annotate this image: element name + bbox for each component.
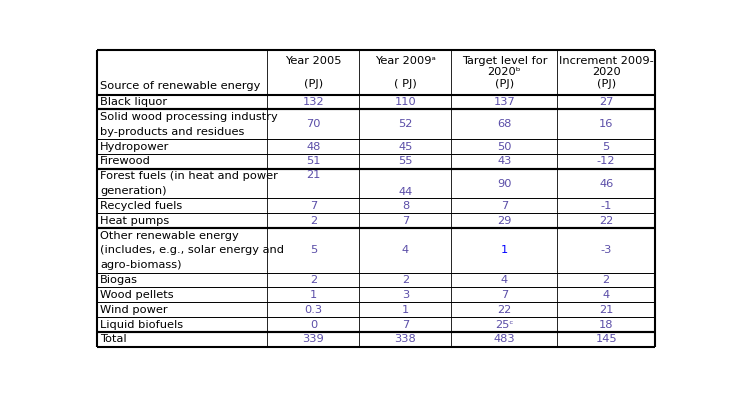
Text: 339: 339	[302, 334, 324, 344]
Text: 7: 7	[501, 290, 508, 300]
Text: agro-biomass): agro-biomass)	[101, 260, 182, 270]
Text: 18: 18	[599, 320, 614, 329]
Text: 27: 27	[599, 97, 614, 107]
Text: Hydropower: Hydropower	[101, 141, 170, 152]
Text: 8: 8	[401, 201, 409, 211]
Text: 0.3: 0.3	[305, 305, 322, 315]
Text: (PJ): (PJ)	[597, 79, 616, 89]
Text: 25ᶜ: 25ᶜ	[495, 320, 514, 329]
Text: 51: 51	[306, 156, 321, 166]
Text: 110: 110	[395, 97, 416, 107]
Text: Biogas: Biogas	[101, 275, 138, 285]
Text: 55: 55	[398, 156, 413, 166]
Text: 7: 7	[310, 201, 317, 211]
Text: 2: 2	[402, 275, 409, 285]
Text: (PJ): (PJ)	[304, 79, 323, 89]
Text: -12: -12	[597, 156, 615, 166]
Text: 68: 68	[497, 119, 512, 129]
Text: 7: 7	[401, 216, 409, 226]
Text: (PJ): (PJ)	[495, 79, 514, 89]
Text: 43: 43	[497, 156, 512, 166]
Text: -3: -3	[600, 245, 612, 255]
Text: 1: 1	[310, 290, 317, 300]
Text: 44: 44	[399, 187, 413, 197]
Text: Forest fuels (in heat and power: Forest fuels (in heat and power	[101, 171, 278, 181]
Text: 52: 52	[399, 119, 413, 129]
Text: 22: 22	[599, 216, 614, 226]
Text: 45: 45	[399, 141, 413, 152]
Text: 4: 4	[501, 275, 508, 285]
Text: 0: 0	[310, 320, 317, 329]
Text: 5: 5	[310, 245, 317, 255]
Text: by-products and residues: by-products and residues	[101, 127, 244, 137]
Text: Black liquor: Black liquor	[101, 97, 167, 107]
Text: Recycled fuels: Recycled fuels	[101, 201, 183, 211]
Text: Firewood: Firewood	[101, 156, 151, 166]
Text: Target level for: Target level for	[462, 56, 547, 66]
Text: Wind power: Wind power	[101, 305, 168, 315]
Text: 483: 483	[493, 334, 515, 344]
Text: (includes, e.g., solar energy and: (includes, e.g., solar energy and	[101, 245, 284, 255]
Text: 46: 46	[599, 179, 614, 189]
Text: Liquid biofuels: Liquid biofuels	[101, 320, 184, 329]
Text: Solid wood processing industry: Solid wood processing industry	[101, 112, 278, 122]
Text: 70: 70	[306, 119, 321, 129]
Text: Wood pellets: Wood pellets	[101, 290, 174, 300]
Text: 4: 4	[402, 245, 409, 255]
Text: 2: 2	[603, 275, 610, 285]
Text: 50: 50	[497, 141, 512, 152]
Text: 22: 22	[497, 305, 512, 315]
Text: 21: 21	[306, 170, 321, 180]
Text: 2020ᵇ: 2020ᵇ	[487, 68, 521, 77]
Text: Source of renewable energy: Source of renewable energy	[101, 81, 261, 91]
Text: ( PJ): ( PJ)	[394, 79, 417, 89]
Text: 137: 137	[493, 97, 515, 107]
Text: 7: 7	[501, 201, 508, 211]
Text: 7: 7	[401, 320, 409, 329]
Text: Year 2005: Year 2005	[286, 56, 342, 66]
Text: Heat pumps: Heat pumps	[101, 216, 170, 226]
Text: 338: 338	[395, 334, 416, 344]
Text: 2: 2	[310, 216, 317, 226]
Text: 3: 3	[401, 290, 409, 300]
Text: 145: 145	[595, 334, 617, 344]
Text: 90: 90	[497, 179, 512, 189]
Text: Year 2009ᵃ: Year 2009ᵃ	[375, 56, 436, 66]
Text: generation): generation)	[101, 186, 167, 196]
Text: 29: 29	[497, 216, 512, 226]
Text: 2: 2	[310, 275, 317, 285]
Text: 1: 1	[501, 245, 508, 255]
Text: 2020: 2020	[592, 68, 620, 77]
Text: -1: -1	[600, 201, 612, 211]
Text: Total: Total	[101, 334, 127, 344]
Text: 4: 4	[603, 290, 610, 300]
Text: Increment 2009-: Increment 2009-	[559, 56, 653, 66]
Text: 1: 1	[401, 305, 409, 315]
Text: 132: 132	[302, 97, 324, 107]
Text: Other renewable energy: Other renewable energy	[101, 231, 239, 241]
Text: 16: 16	[599, 119, 614, 129]
Text: 5: 5	[603, 141, 610, 152]
Text: 21: 21	[599, 305, 614, 315]
Text: 48: 48	[306, 141, 321, 152]
